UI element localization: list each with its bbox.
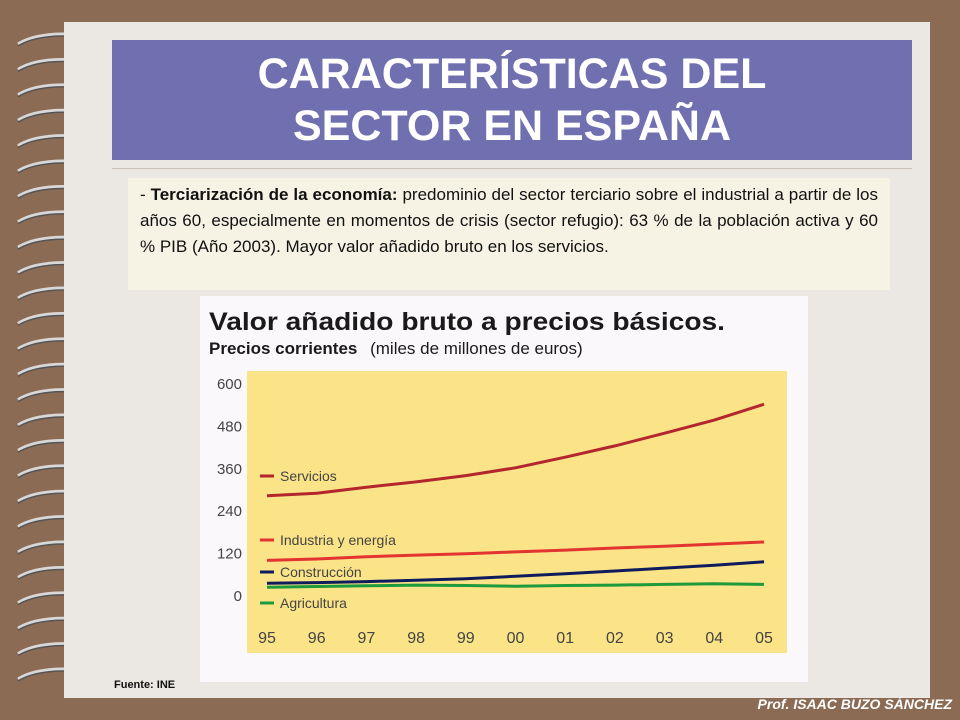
x-tick-label: 02 xyxy=(606,630,624,647)
legend-label-industria: Industria y energía xyxy=(280,532,396,548)
y-tick-label: 0 xyxy=(234,588,242,605)
x-tick-label: 95 xyxy=(258,630,276,647)
x-tick-label: 97 xyxy=(358,630,376,647)
chart-card: Valor añadido bruto a precios básicos. P… xyxy=(200,296,808,682)
chart-title: Valor añadido bruto a precios básicos. xyxy=(209,308,725,336)
x-tick-label: 01 xyxy=(556,630,574,647)
legend-label-construccion: Construcción xyxy=(280,564,362,580)
y-tick-label: 600 xyxy=(217,376,242,393)
y-tick-label: 240 xyxy=(217,503,242,520)
legend-label-agricultura: Agricultura xyxy=(280,595,347,611)
slide-title: CARACTERÍSTICAS DEL SECTOR EN ESPAÑA xyxy=(112,40,912,160)
plot-area xyxy=(247,371,787,653)
bullet-bold: Terciarización de la economía: xyxy=(150,185,398,204)
x-tick-label: 05 xyxy=(755,630,773,647)
source-note: Fuente: INE xyxy=(114,679,176,691)
chart-subtitle: Precios corrientes (miles de millones de… xyxy=(209,339,583,358)
series-line-construccion xyxy=(266,560,765,585)
bullet-prefix: - xyxy=(140,185,151,204)
x-tick-label: 03 xyxy=(656,630,674,647)
series-line-agricultura xyxy=(266,582,765,589)
series-line-industria xyxy=(266,540,765,562)
divider xyxy=(112,168,912,169)
y-tick-label: 360 xyxy=(217,461,242,478)
chart-subtitle-rest: (miles de millones de euros) xyxy=(370,339,583,358)
series-line-servicios xyxy=(266,402,765,498)
x-tick-label: 98 xyxy=(407,630,425,647)
y-tick-label: 480 xyxy=(217,418,242,435)
x-tick-label: 96 xyxy=(308,630,326,647)
legend-label-servicios: Servicios xyxy=(280,468,337,484)
y-tick-label: 120 xyxy=(217,546,242,563)
x-tick-label: 04 xyxy=(705,630,723,647)
line-chart: Valor añadido bruto a precios básicos. P… xyxy=(209,308,787,653)
author-footer: Prof. ISAAC BUZO SÁNCHEZ xyxy=(757,696,952,712)
bullet-rest: predominio del sector terciario sobre el… xyxy=(140,185,878,256)
title-line-2: SECTOR EN ESPAÑA xyxy=(292,102,732,150)
bullet-text: - Terciarización de la economía: predomi… xyxy=(128,178,890,290)
chart-subtitle-bold: Precios corrientes xyxy=(209,339,357,358)
title-line-1: CARACTERÍSTICAS DEL xyxy=(257,50,767,98)
x-tick-label: 00 xyxy=(507,630,525,647)
x-tick-label: 99 xyxy=(457,630,475,647)
